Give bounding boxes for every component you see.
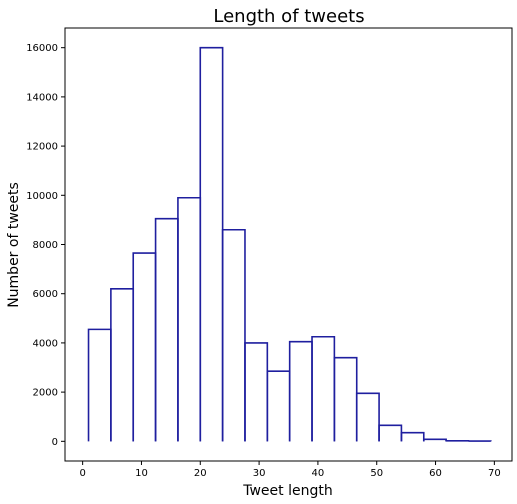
x-tick-label: 70 bbox=[488, 468, 501, 479]
y-tick-label: 6000 bbox=[33, 289, 58, 300]
y-tick-label: 16000 bbox=[26, 43, 58, 54]
y-axis-ticks: 0 2000 4000 6000 8000 10000 12000 14000 16000 bbox=[26, 43, 65, 448]
histogram-bar bbox=[422, 438, 447, 442]
chart-title: Length of tweets bbox=[213, 6, 364, 27]
histogram-bar bbox=[288, 340, 313, 442]
x-tick-label: 30 bbox=[253, 468, 266, 479]
y-tick-label: 14000 bbox=[26, 92, 58, 103]
y-tick-label: 8000 bbox=[33, 240, 58, 251]
x-tick-label: 60 bbox=[429, 468, 442, 479]
histogram-bar bbox=[177, 196, 202, 442]
y-tick-label: 2000 bbox=[33, 388, 58, 399]
x-tick-label: 50 bbox=[370, 468, 383, 479]
y-tick-label: 0 bbox=[52, 437, 58, 448]
x-tick-label: 0 bbox=[79, 468, 85, 479]
y-tick-label: 12000 bbox=[26, 142, 58, 153]
histogram-bar bbox=[311, 335, 336, 442]
histogram-bar bbox=[244, 342, 269, 442]
x-tick-label: 10 bbox=[135, 468, 148, 479]
x-tick-label: 20 bbox=[194, 468, 207, 479]
y-tick-label: 4000 bbox=[33, 338, 58, 349]
histogram-bar bbox=[378, 424, 403, 442]
y-axis-label: Number of tweets bbox=[6, 182, 22, 308]
histogram-bar bbox=[199, 46, 224, 442]
histogram-bars bbox=[87, 46, 492, 442]
x-tick-label: 40 bbox=[312, 468, 325, 479]
histogram-bar bbox=[132, 252, 157, 442]
x-axis-ticks: 0 10 20 30 40 50 60 70 bbox=[79, 461, 501, 479]
plot-area-frame bbox=[64, 27, 513, 462]
histogram-bar bbox=[221, 228, 246, 442]
histogram-bar bbox=[333, 356, 358, 442]
histogram-bar bbox=[154, 217, 179, 442]
x-axis-label: Tweet length bbox=[242, 483, 332, 499]
histogram-bar bbox=[266, 370, 291, 442]
y-tick-label: 10000 bbox=[26, 191, 58, 202]
histogram-bar bbox=[110, 287, 135, 442]
histogram-bar bbox=[355, 392, 380, 442]
histogram-bar bbox=[87, 328, 112, 442]
histogram-bar bbox=[400, 431, 425, 442]
